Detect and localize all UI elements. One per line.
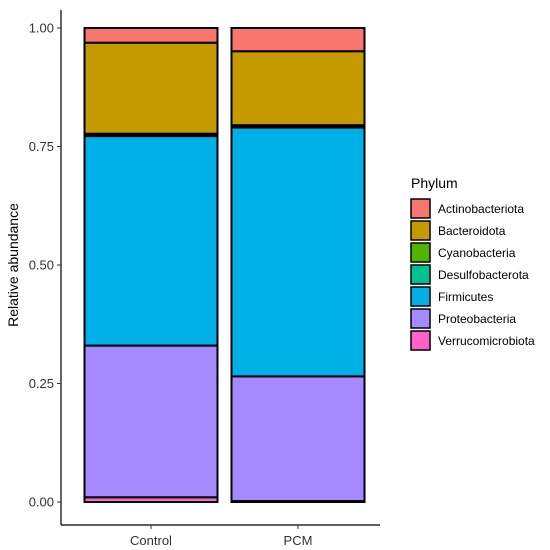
legend-swatch-cyanobacteria bbox=[410, 242, 431, 263]
legend-swatch-firmicutes bbox=[410, 286, 431, 307]
bars-group bbox=[83, 27, 366, 504]
bar-segment-control-proteobacteria bbox=[83, 344, 219, 499]
legend-swatch-actinobacteriota bbox=[410, 198, 431, 219]
bar-segment-pcm-proteobacteria bbox=[230, 375, 366, 503]
y-tick-label: 0.75 bbox=[29, 139, 54, 154]
x-tick-label-control: Control bbox=[130, 533, 172, 548]
y-tick-label: 0.50 bbox=[29, 258, 54, 273]
y-tick-label: 0.00 bbox=[29, 495, 54, 510]
legend-label-cyanobacteria: Cyanobacteria bbox=[438, 246, 516, 260]
x-tick-label-pcm: PCM bbox=[284, 533, 313, 548]
legend-label-proteobacteria: Proteobacteria bbox=[438, 312, 516, 326]
y-tick-label: 1.00 bbox=[29, 21, 54, 36]
bar-segment-control-firmicutes bbox=[83, 135, 219, 347]
bar-segment-pcm-firmicutes bbox=[230, 126, 366, 378]
legend-swatch-desulfobacterota bbox=[410, 264, 431, 285]
bar-segment-pcm-actinobacteriota bbox=[230, 27, 366, 53]
legend-title: Phylum bbox=[411, 175, 458, 191]
legend-swatch-verrucomicrobiota bbox=[410, 330, 431, 351]
legend-swatch-proteobacteria bbox=[410, 308, 431, 329]
legend-swatch-bacteroidota bbox=[410, 220, 431, 241]
legend-label-bacteroidota: Bacteroidota bbox=[438, 224, 506, 238]
legend-label-verrucomicrobiota: Verrucomicrobiota bbox=[438, 334, 535, 348]
legend-label-firmicutes: Firmicutes bbox=[438, 290, 493, 304]
y-tick-label: 0.25 bbox=[29, 376, 54, 391]
bar-segment-control-actinobacteriota bbox=[83, 27, 219, 44]
bar-segment-pcm-bacteroidota bbox=[230, 50, 366, 127]
y-axis-title: Relative abundance bbox=[5, 203, 21, 327]
legend-label-desulfobacterota: Desulfobacterota bbox=[438, 268, 529, 282]
legend-label-actinobacteriota: Actinobacteriota bbox=[438, 202, 524, 216]
bar-segment-control-bacteroidota bbox=[83, 41, 219, 135]
axes-group: 0.00 0.25 0.50 0.75 1.00 Control PCM bbox=[29, 10, 380, 548]
legend: Phylum Actinobacteriota Bacteroidota Cyanob… bbox=[410, 175, 535, 351]
